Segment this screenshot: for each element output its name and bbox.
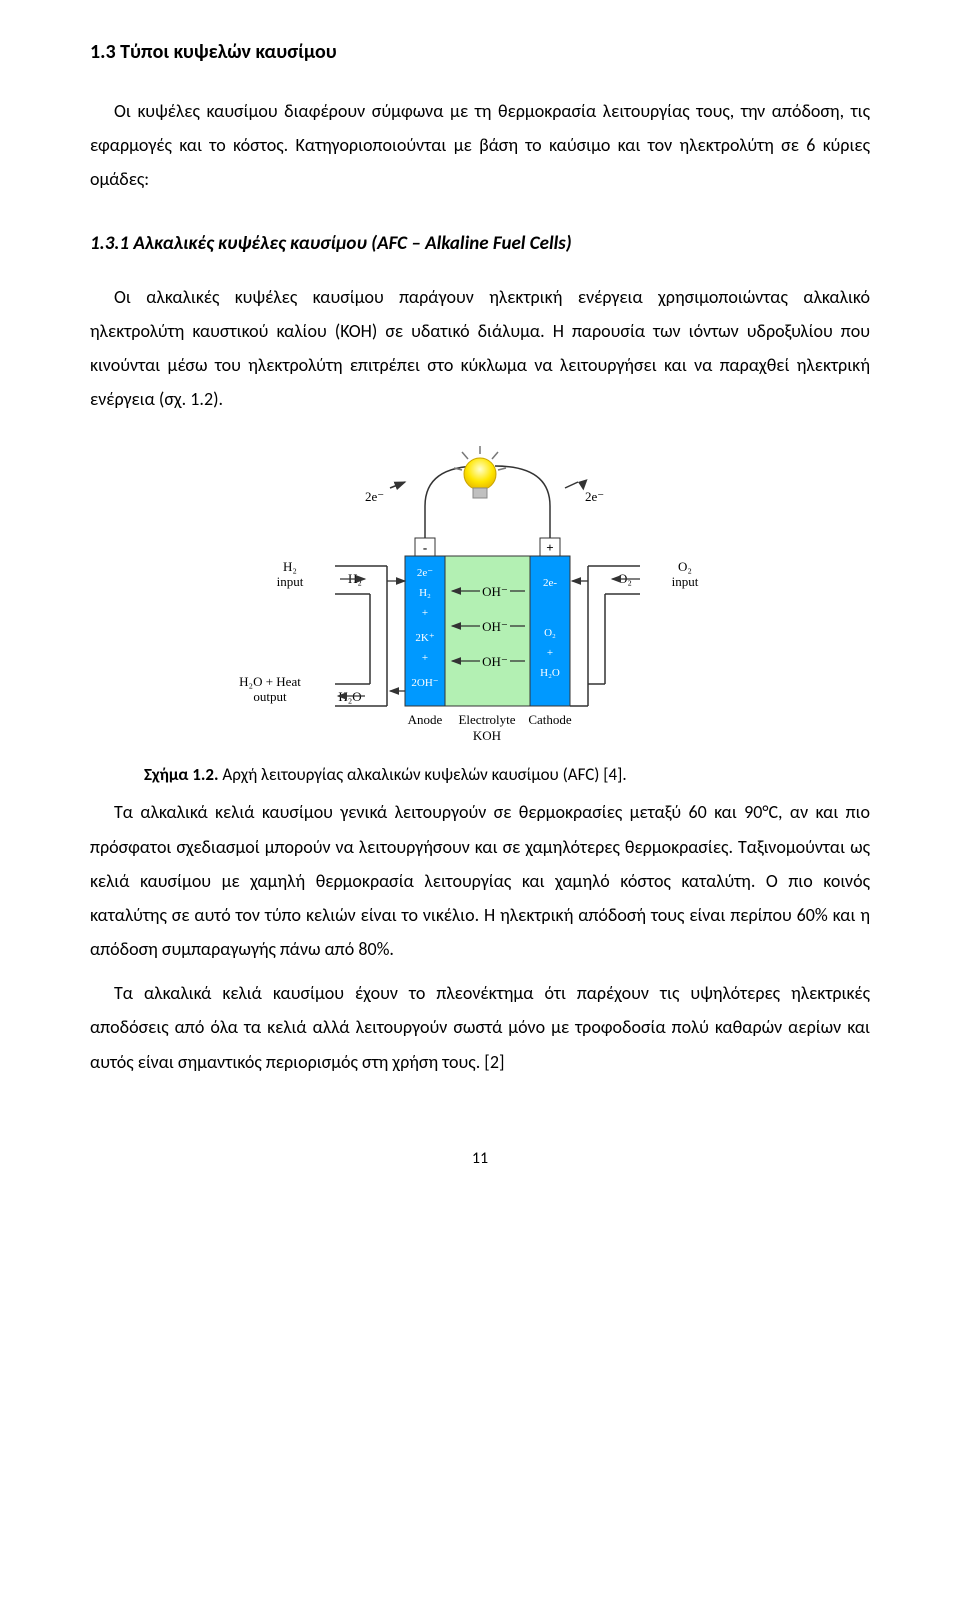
cathode-line-3: + <box>547 647 553 659</box>
anode-sign: - <box>423 540 427 555</box>
caption-prefix: Σχήμα 1.2. <box>144 764 219 785</box>
oh-line-2: OH⁻ <box>482 654 508 669</box>
svg-text:input: input <box>672 574 699 589</box>
caption-rest: Αρχή λειτουργίας αλκαλικών κυψελών καυσί… <box>219 764 627 785</box>
electron-right-label: 2e⁻ <box>585 489 604 504</box>
anode-line-4: + <box>422 652 428 664</box>
subsection-heading: 1.3.1 Αλκαλικές κυψέλες καυσίμου (AFC – … <box>90 232 870 255</box>
electrolyte-label2: KOH <box>473 728 501 743</box>
cathode-line-0: 2e- <box>543 577 557 589</box>
cathode-line-4: H₂O <box>540 667 560 679</box>
page-number: 11 <box>90 1149 870 1168</box>
electron-left-label: 2e⁻ <box>365 489 384 504</box>
paragraph-4: Τα αλκαλικά κελιά καυσίμου έχουν το πλεο… <box>90 976 870 1079</box>
anode-line-3: 2K⁺ <box>415 632 434 644</box>
o2-input-label: O₂ <box>678 559 692 574</box>
oh-line-0: OH⁻ <box>482 584 508 599</box>
electrolyte-label: Electrolyte <box>458 712 515 727</box>
svg-text:input: input <box>277 574 304 589</box>
fuel-cell-diagram: 2e⁻ 2e⁻ - + 2e⁻ H₂ + 2K⁺ + 2OH⁻ Anode <box>190 446 770 756</box>
figure-caption: Σχήμα 1.2. Αρχή λειτουργίας αλκαλικών κυ… <box>90 764 627 785</box>
lightbulb-icon <box>454 446 506 498</box>
anode-line-5: 2OH⁻ <box>411 677 438 689</box>
section-heading: 1.3 Τύποι κυψελών καυσίμου <box>90 40 870 64</box>
anode-label: Anode <box>408 712 443 727</box>
anode-line-0: 2e⁻ <box>417 567 433 579</box>
anode-line-2: + <box>422 607 428 619</box>
oh-line-1: OH⁻ <box>482 619 508 634</box>
paragraph-2: Οι αλκαλικές κυψέλες καυσίμου παράγουν η… <box>90 280 870 417</box>
cathode-line-2: O₂ <box>544 627 556 639</box>
h2o-heat-label: H₂O + Heat <box>239 674 301 689</box>
paragraph-1: Οι κυψέλες καυσίμου διαφέρουν σύμφωνα με… <box>90 94 870 197</box>
anode-line-1: H₂ <box>419 587 431 599</box>
figure-1-2: 2e⁻ 2e⁻ - + 2e⁻ H₂ + 2K⁺ + 2OH⁻ Anode <box>90 446 870 785</box>
h2-input-label: H₂ <box>283 559 297 574</box>
cathode-label: Cathode <box>528 712 572 727</box>
svg-text:output: output <box>253 689 287 704</box>
cathode-sign: + <box>546 540 553 555</box>
paragraph-3: Τα αλκαλικά κελιά καυσίμου γενικά λειτου… <box>90 795 870 966</box>
